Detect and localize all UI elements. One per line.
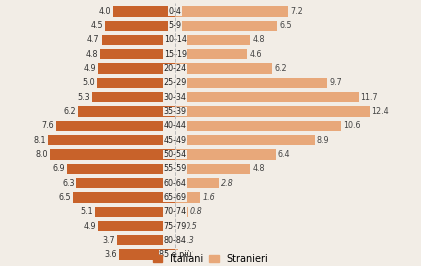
- Bar: [175, 35, 250, 45]
- Bar: [175, 164, 250, 174]
- Bar: [67, 164, 175, 174]
- Text: 25-29: 25-29: [163, 78, 187, 88]
- Bar: [56, 121, 175, 131]
- Text: 4.8: 4.8: [252, 35, 265, 44]
- Bar: [175, 92, 359, 102]
- Text: 6.3: 6.3: [62, 178, 75, 188]
- Text: 10-14: 10-14: [164, 35, 187, 44]
- Text: 80-84: 80-84: [164, 236, 187, 245]
- Text: 50-54: 50-54: [164, 150, 187, 159]
- Text: 85 e più: 85 e più: [159, 250, 192, 259]
- Text: 35-39: 35-39: [164, 107, 187, 116]
- Bar: [175, 207, 188, 217]
- Bar: [77, 178, 175, 188]
- Text: 4.9: 4.9: [84, 64, 96, 73]
- Text: 0-4: 0-4: [169, 7, 182, 16]
- Bar: [50, 149, 175, 160]
- Text: 3.7: 3.7: [103, 236, 115, 245]
- Text: 5.0: 5.0: [83, 78, 95, 88]
- Text: 12.4: 12.4: [371, 107, 389, 116]
- Text: 4.9: 4.9: [84, 222, 96, 231]
- Text: 5-9: 5-9: [169, 21, 182, 30]
- Text: 8.0: 8.0: [35, 150, 48, 159]
- Text: 45-49: 45-49: [164, 136, 187, 145]
- Text: 11.7: 11.7: [360, 93, 378, 102]
- Text: 15-19: 15-19: [164, 50, 187, 59]
- Text: 60-64: 60-64: [164, 178, 187, 188]
- Text: 4.5: 4.5: [90, 21, 103, 30]
- Text: 7.6: 7.6: [42, 121, 54, 130]
- Bar: [97, 78, 175, 88]
- Text: 5.1: 5.1: [81, 207, 93, 216]
- Bar: [99, 221, 175, 231]
- Text: 0.5: 0.5: [185, 222, 198, 231]
- Text: 0.2: 0.2: [180, 250, 193, 259]
- Bar: [175, 135, 315, 145]
- Text: 40-44: 40-44: [164, 121, 187, 130]
- Legend: Italiani, Stranieri: Italiani, Stranieri: [152, 253, 269, 264]
- Bar: [175, 121, 341, 131]
- Text: 6.4: 6.4: [277, 150, 290, 159]
- Text: 4.8: 4.8: [85, 50, 98, 59]
- Text: 6.5: 6.5: [279, 21, 292, 30]
- Text: 65-69: 65-69: [164, 193, 187, 202]
- Text: 4.7: 4.7: [87, 35, 100, 44]
- Bar: [95, 207, 175, 217]
- Text: 30-34: 30-34: [164, 93, 187, 102]
- Text: 5.3: 5.3: [77, 93, 90, 102]
- Text: 70-74: 70-74: [164, 207, 187, 216]
- Bar: [175, 149, 276, 160]
- Text: 6.9: 6.9: [53, 164, 65, 173]
- Text: 8.9: 8.9: [317, 136, 329, 145]
- Bar: [175, 49, 248, 59]
- Bar: [100, 49, 175, 59]
- Text: 0.3: 0.3: [182, 236, 195, 245]
- Bar: [101, 35, 175, 45]
- Bar: [175, 250, 179, 260]
- Text: 8.1: 8.1: [34, 136, 46, 145]
- Bar: [99, 64, 175, 74]
- Bar: [175, 6, 288, 16]
- Bar: [175, 235, 180, 246]
- Text: 7.2: 7.2: [290, 7, 303, 16]
- Bar: [175, 78, 327, 88]
- Text: 6.5: 6.5: [59, 193, 72, 202]
- Bar: [117, 235, 175, 246]
- Bar: [73, 192, 175, 202]
- Bar: [175, 64, 272, 74]
- Text: 1.6: 1.6: [202, 193, 215, 202]
- Text: 0.8: 0.8: [189, 207, 203, 216]
- Text: 75-79: 75-79: [163, 222, 187, 231]
- Text: 4.8: 4.8: [252, 164, 265, 173]
- Bar: [92, 92, 175, 102]
- Bar: [175, 221, 183, 231]
- Text: 20-24: 20-24: [164, 64, 187, 73]
- Bar: [78, 106, 175, 117]
- Bar: [112, 6, 175, 16]
- Text: 2.8: 2.8: [221, 178, 234, 188]
- Text: 10.6: 10.6: [343, 121, 361, 130]
- Text: 6.2: 6.2: [64, 107, 76, 116]
- Text: 9.7: 9.7: [329, 78, 342, 88]
- Text: 4.0: 4.0: [98, 7, 111, 16]
- Text: 55-59: 55-59: [163, 164, 187, 173]
- Bar: [48, 135, 175, 145]
- Text: 6.2: 6.2: [274, 64, 287, 73]
- Text: 3.6: 3.6: [104, 250, 117, 259]
- Bar: [175, 178, 219, 188]
- Bar: [105, 20, 175, 31]
- Bar: [175, 106, 370, 117]
- Text: 4.6: 4.6: [249, 50, 262, 59]
- Bar: [175, 20, 277, 31]
- Bar: [119, 250, 175, 260]
- Bar: [175, 192, 200, 202]
